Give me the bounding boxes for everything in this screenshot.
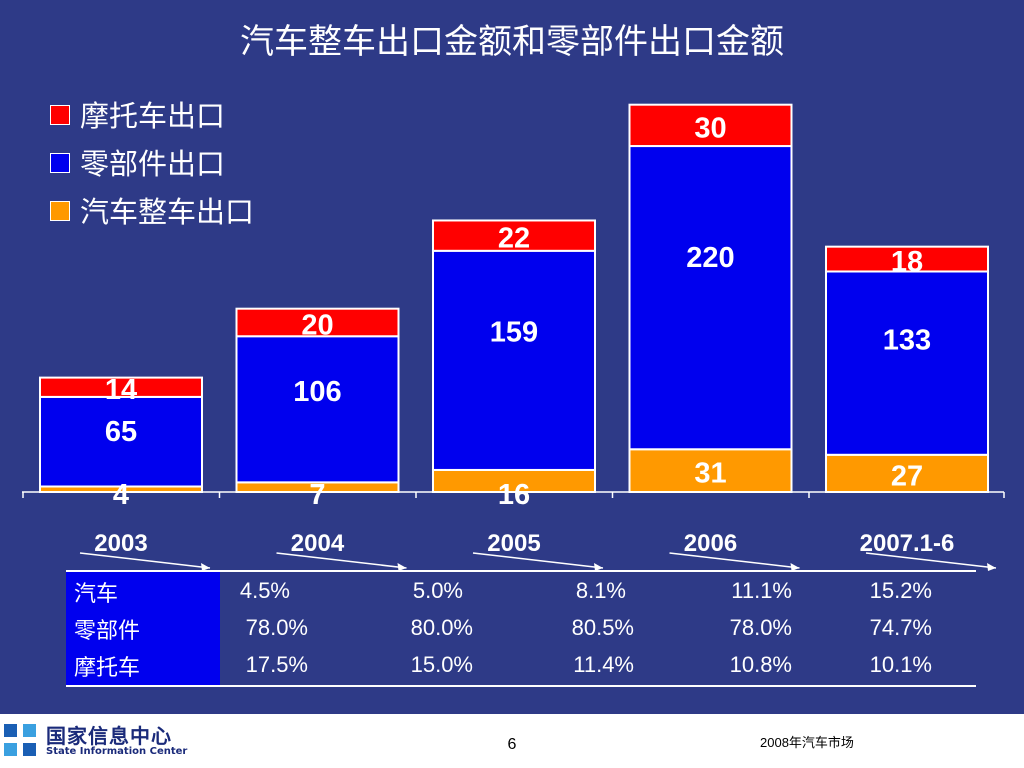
share-cell-parts-2006: 78.0% xyxy=(729,615,792,640)
share-cell-motorcycle-2005: 11.4% xyxy=(573,652,634,677)
share-cell-motorcycle-2007: 10.1% xyxy=(869,652,932,677)
data-label-motorcycle-1: 20 xyxy=(301,309,333,341)
legend-swatch-parts xyxy=(50,153,70,173)
data-label-vehicle-3: 31 xyxy=(694,458,726,490)
share-row-label-motorcycle: 摩托车 xyxy=(74,656,141,681)
data-label-motorcycle-3: 30 xyxy=(694,112,726,144)
bar-motorcycle-2 xyxy=(432,219,596,252)
x-tick-label-2: 2005 xyxy=(487,530,540,557)
data-label-parts-2: 159 xyxy=(490,317,538,349)
data-label-motorcycle-4: 18 xyxy=(891,246,923,278)
data-label-motorcycle-0: 14 xyxy=(105,374,137,406)
pointer-arrowhead-3 xyxy=(790,563,800,571)
share-cell-vehicle-2007: 15.2% xyxy=(869,578,932,603)
bar-parts-2 xyxy=(432,249,596,471)
legend-label-parts: 零部件出口 xyxy=(80,147,226,181)
share-cell-vehicle-2003: 4.5% xyxy=(239,578,290,603)
bar-motorcycle-3 xyxy=(628,103,793,148)
page-number: 6 xyxy=(507,736,517,753)
bar-motorcycle-1 xyxy=(235,307,400,338)
data-label-vehicle-0: 4 xyxy=(113,479,129,511)
stacked-bar-chart: 4 65 14 2003 7 106 20 2004 16 159 22 2005 31 220 30 200… xyxy=(22,103,1005,571)
pointer-arrow-1 xyxy=(276,552,407,569)
data-label-vehicle-4: 27 xyxy=(891,460,923,492)
share-table-label-column xyxy=(66,572,220,685)
slide-background: 汽车整车出口金额和零部件出口金额 4 65 14 2003 7 106 20 2004 16 15… xyxy=(0,0,1024,714)
pointer-arrowhead-1 xyxy=(397,563,407,571)
share-cell-parts-2007: 74.7% xyxy=(869,615,932,640)
legend-swatch-motorcycle xyxy=(50,105,70,125)
data-label-parts-3: 220 xyxy=(686,242,734,274)
share-cell-motorcycle-2003: 17.5% xyxy=(245,652,308,677)
data-label-vehicle-1: 7 xyxy=(309,479,325,511)
data-label-vehicle-2: 16 xyxy=(498,479,530,511)
x-tick-label-1: 2004 xyxy=(291,530,345,557)
page-title: 汽车整车出口金额和零部件出口金额 xyxy=(240,22,784,62)
data-label-parts-0: 65 xyxy=(105,416,137,448)
state-information-center-logo-icon xyxy=(2,722,38,758)
pointer-arrow-2 xyxy=(472,552,604,569)
legend-item-parts: 零部件出口 xyxy=(50,140,254,188)
x-tick-label-0: 2003 xyxy=(94,530,147,557)
bar-parts-4 xyxy=(825,270,989,456)
logo-text-en: State Information Center xyxy=(46,746,188,757)
bar-parts-0 xyxy=(39,395,203,488)
bar-vehicle-3 xyxy=(628,448,793,494)
legend-label-motorcycle: 摩托车出口 xyxy=(80,99,226,133)
share-cell-vehicle-2005: 8.1% xyxy=(575,578,626,603)
share-row-label-parts: 零部件 xyxy=(74,619,141,644)
share-cell-motorcycle-2006: 10.8% xyxy=(729,652,792,677)
legend-item-vehicle: 汽车整车出口 xyxy=(50,188,254,236)
pointer-arrow-0 xyxy=(79,552,211,569)
footer: 国家信息中心 State Information Center 6 2008年汽… xyxy=(0,714,1024,768)
pointer-arrowhead-2 xyxy=(594,563,603,571)
share-cell-vehicle-2006: 11.1% xyxy=(731,578,792,603)
share-row-label-vehicle: 汽车 xyxy=(74,582,119,607)
pointer-arrowhead-0 xyxy=(201,563,210,571)
logo-text-cn: 国家信息中心 xyxy=(46,724,172,748)
pointer-arrow-3 xyxy=(669,552,800,569)
pointer-arrow-4 xyxy=(865,552,997,569)
legend-swatch-vehicle xyxy=(50,201,70,221)
chart-legend: 摩托车出口 零部件出口 汽车整车出口 xyxy=(50,92,254,236)
legend-item-motorcycle: 摩托车出口 xyxy=(50,92,254,140)
share-cell-parts-2005: 80.5% xyxy=(571,615,634,640)
bar-parts-1 xyxy=(235,335,400,484)
data-label-parts-1: 106 xyxy=(293,376,341,408)
data-label-parts-4: 133 xyxy=(883,324,931,356)
bar-motorcycle-0 xyxy=(39,376,203,398)
data-label-motorcycle-2: 22 xyxy=(498,223,530,255)
bar-vehicle-4 xyxy=(825,453,989,493)
x-tick-label-4: 2007.1-6 xyxy=(860,530,955,557)
share-table: 汽车 零部件 摩托车 4.5% 5.0% 8.1% 11.1% 15.2% 78… xyxy=(66,570,976,687)
footer-caption: 2008年汽车市场 xyxy=(760,735,854,750)
share-cell-motorcycle-2004: 15.0% xyxy=(410,652,473,677)
pointer-arrowhead-4 xyxy=(987,563,996,571)
share-cell-parts-2003: 78.0% xyxy=(245,615,308,640)
share-cell-parts-2004: 80.0% xyxy=(410,615,473,640)
bar-parts-3 xyxy=(628,145,793,451)
share-cell-vehicle-2004: 5.0% xyxy=(412,578,463,603)
legend-label-vehicle: 汽车整车出口 xyxy=(80,195,255,229)
x-tick-label-3: 2006 xyxy=(684,530,737,557)
bar-motorcycle-4 xyxy=(825,245,989,273)
